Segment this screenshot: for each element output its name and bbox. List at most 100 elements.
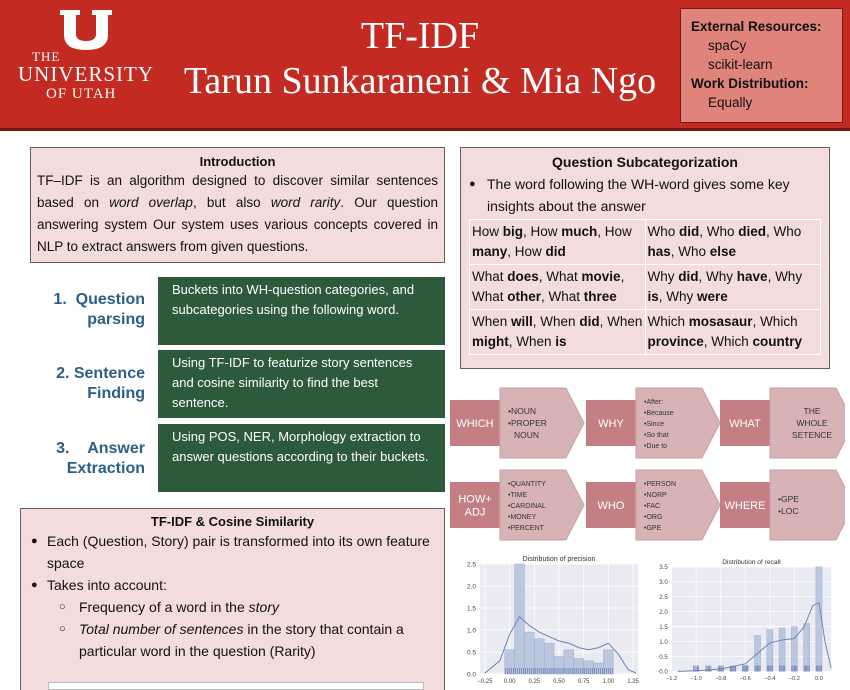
y-tick-label: 2.5 — [659, 594, 668, 601]
answer-type-chevron — [499, 469, 585, 541]
table-row: How big, How much, How many, How did Who … — [469, 219, 821, 265]
chart-title: Distribution of precision — [523, 556, 596, 563]
wh-word-label: WHERE — [725, 500, 766, 512]
step-box-sentence-finding: Using TF-IDF to featurize story sentence… — [158, 350, 445, 418]
sub-list-item: ○ Total number of sentences in the story … — [27, 618, 438, 662]
answer-type-label: •Due to — [644, 443, 667, 450]
answer-type-chevron — [499, 387, 585, 459]
answer-type-chevron — [769, 469, 845, 541]
bullet-icon: ● — [31, 535, 38, 547]
y-tick-label: 2.5 — [467, 562, 476, 569]
intro-text-part: . Our question answering system Our syst… — [37, 195, 439, 254]
table-cell: Which mosasaur, Which province, Which co… — [644, 309, 821, 355]
table-row: When will, When did, When might, When is… — [469, 309, 821, 355]
university-logo: THE UNIVERSITY OF UTAH — [18, 8, 153, 108]
wh-word-box — [720, 482, 770, 528]
answer-type-label: •GPE — [644, 525, 662, 532]
histogram-bar — [778, 627, 786, 672]
answer-type-label: •PERSON — [644, 481, 676, 488]
introduction-text: TF–IDF is an algorithm designed to disco… — [37, 170, 438, 258]
x-tick-label: −0.25 — [477, 679, 493, 685]
y-tick-label: 0.0 — [467, 672, 476, 679]
step-number: 3. — [56, 440, 70, 457]
y-tick-label: 0.5 — [467, 650, 476, 657]
step-title: Answer — [87, 440, 145, 457]
wh-word-label: WHO — [598, 500, 625, 512]
x-tick-label: 0.25 — [528, 679, 540, 685]
x-tick-label: −1.2 — [666, 676, 677, 682]
answer-type-label: •Since — [644, 421, 664, 428]
wh-word-box — [450, 400, 500, 446]
intro-emphasis: word overlap — [109, 195, 193, 210]
y-tick-label: 1.0 — [659, 639, 668, 646]
wh-word-label: WHY — [598, 418, 624, 430]
answer-type-label: •ORG — [644, 514, 662, 521]
wh-word-box — [450, 482, 500, 528]
x-tick-label: −0.4 — [764, 676, 775, 682]
sub-list-item: ○ Frequency of a word in the story — [27, 596, 438, 618]
wh-word-box — [586, 482, 636, 528]
answer-type-label: •LOC — [778, 506, 798, 516]
y-tick-label: 3.0 — [659, 579, 668, 586]
wh-word-label: HOW+ — [458, 494, 491, 506]
subcategorization-bullet: ● The word following the WH-word gives so… — [469, 173, 821, 217]
step-box-question-parsing: Buckets into WH-question categories, and… — [158, 277, 445, 345]
step-title: Finding — [87, 385, 145, 402]
histogram-bar — [766, 629, 774, 672]
step-number: 2. — [56, 365, 70, 382]
logo-line-university: UNIVERSITY — [18, 62, 154, 86]
wh-word-box — [586, 400, 636, 446]
title-authors: Tarun Sunkaraneni & Mia Ngo — [183, 60, 657, 102]
histogram-bar — [514, 563, 525, 675]
answer-type-label: •NOUN — [508, 406, 536, 416]
bullet-icon: ● — [469, 178, 476, 190]
header-banner: THE UNIVERSITY OF UTAH TF-IDF Tarun Sunk… — [0, 0, 850, 131]
answer-type-chevron — [635, 387, 721, 459]
bullet-icon: ● — [31, 579, 38, 591]
wh-word-label: ADJ — [465, 507, 486, 519]
title-topic: TF-IDF — [360, 15, 480, 57]
answer-type-label: •So that — [644, 432, 669, 439]
resources-box: External Resources: spaCy scikit-learn W… — [680, 8, 843, 123]
tfidf-box: TF-IDF & Cosine Similarity ● Each (Questi… — [20, 508, 445, 690]
chart-title: Distribution of recall — [722, 559, 781, 566]
y-tick-label: 2.0 — [467, 584, 476, 591]
introduction-box: Introduction TF–IDF is an algorithm desi… — [30, 147, 445, 263]
answer-type-label: •GPE — [778, 494, 799, 504]
resources-heading: External Resources: — [691, 19, 822, 34]
y-tick-label: 2.0 — [659, 609, 668, 616]
answer-type-label: •PROPER — [508, 418, 547, 428]
y-tick-label: 3.5 — [659, 564, 668, 571]
step-title: Sentence — [73, 365, 145, 382]
work-distribution-value: Equally — [708, 95, 753, 110]
answer-type-label: WHOLE — [796, 418, 828, 428]
answer-type-label: •Because — [644, 410, 674, 417]
list-item-text: in the story that contain a particular w… — [79, 621, 404, 659]
table-cell: How big, How much, How many, How did — [469, 219, 646, 265]
step-title: Question — [75, 291, 145, 308]
answer-type-label: THE — [804, 406, 821, 416]
step-number: 1. — [53, 291, 67, 308]
bullet-text: The word following the WH-word gives som… — [487, 176, 790, 214]
list-item: ● Takes into account: — [27, 574, 438, 596]
wh-word-label: WHAT — [729, 418, 761, 430]
step-box-answer-extraction: Using POS, NER, Morphology extraction to… — [158, 424, 445, 492]
answer-type-label: SETENCE — [792, 430, 832, 440]
list-item-text: Each (Question, Story) pair is transform… — [47, 533, 430, 571]
subcategorization-box: Question Subcategorization ● The word fol… — [460, 147, 830, 369]
histogram-bar — [524, 631, 535, 675]
x-tick-label: 0.50 — [553, 679, 565, 685]
precision-distribution-chart: 0.0 0.5 1.0 1.5 2.0 2.5 −0.25 0.00 0.25 0.50 0.75 1… — [467, 556, 640, 685]
tfidf-heading: TF-IDF & Cosine Similarity — [150, 514, 315, 529]
table-row: What does, What movie, What other, What … — [469, 264, 821, 310]
answer-type-label: •FAC — [644, 503, 660, 510]
circle-bullet-icon: ○ — [59, 623, 66, 635]
recall-distribution-chart: 0.0 0.5 1.0 1.5 2.0 2.5 3.0 3.5 −1.2 −1.0 −0.8 −0.6… — [659, 559, 832, 682]
step-label-answer-extraction: 3. Answer Extraction — [30, 439, 145, 479]
wh-word-label: WHICH — [456, 418, 493, 430]
y-tick-label: 1.0 — [467, 628, 476, 635]
histogram-bar — [803, 623, 810, 672]
list-item-text: Takes into account: — [47, 577, 167, 593]
answer-type-label: NOUN — [514, 430, 539, 440]
y-tick-label: 1.5 — [659, 624, 668, 631]
